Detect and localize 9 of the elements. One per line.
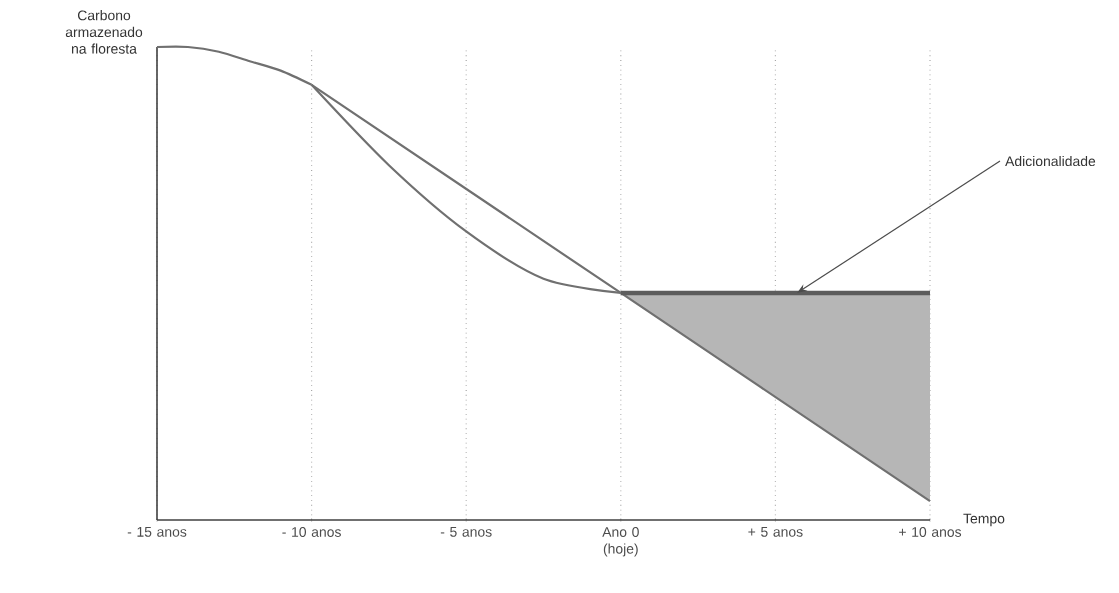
x-tick-label: Ano 0 (hoje): [602, 527, 639, 557]
x-tick-label: - 10 anos: [282, 527, 341, 537]
x-tick-label: - 15 anos: [127, 527, 187, 537]
x-tick-label: - 5 anos: [440, 527, 492, 537]
annotation: Adicionalidade: [1005, 155, 1096, 167]
x-axis-title: Tempo: [963, 513, 1005, 527]
y-axis-title: Carbono armazenado na floresta: [65, 10, 143, 54]
x-tick-label: + 10 anos: [899, 527, 962, 537]
x-tick-label: + 5 anos: [748, 527, 803, 537]
